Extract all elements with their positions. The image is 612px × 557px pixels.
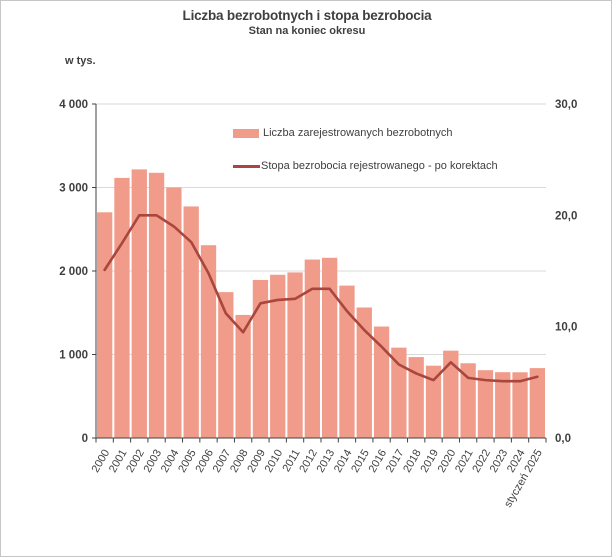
unemployed-bar (218, 292, 234, 438)
unemployed-bar (97, 212, 113, 438)
unemployed-bar (443, 350, 459, 438)
unemployed-bar (200, 245, 217, 438)
legend-label-line: Stopa bezrobocia rejestrowanego - po kor… (261, 160, 498, 172)
unemployed-bar (166, 187, 182, 438)
unemployed-bar (408, 357, 424, 438)
unemployed-bar (356, 307, 372, 438)
legend-item-bars: Liczba zarejestrowanych bezrobotnych (233, 124, 553, 142)
rate-line (103, 214, 539, 383)
left-axis-tick-label: 2 000 (59, 266, 88, 278)
line-series-swatch (233, 164, 260, 168)
unemployed-bar (287, 272, 303, 438)
left-axis-tick-label: 1 000 (59, 350, 88, 362)
unemployed-bar (529, 368, 545, 438)
legend-label-bars: Liczba zarejestrowanych bezrobotnych (263, 127, 453, 139)
left-axis-tick-label: 3 000 (59, 183, 88, 195)
unemployed-bar (512, 372, 528, 438)
unemployed-bar (270, 274, 286, 438)
unemployed-bar (235, 314, 251, 438)
chart-title: Liczba bezrobotnych i stopa bezrobocia (182, 8, 432, 23)
left-axis-tick-label: 4 000 (59, 99, 88, 111)
right-axis-tick-label: 0,0 (555, 433, 571, 445)
right-axis-tick-label: 30,0 (555, 99, 577, 111)
unemployed-bar (495, 372, 511, 438)
unemployed-bar (339, 285, 355, 438)
x-axis-category-label: 2010 (263, 448, 286, 475)
right-axis-tick-label: 20,0 (555, 210, 577, 222)
unemployed-bar (425, 365, 442, 438)
unemployed-bar (460, 363, 476, 438)
legend: Liczba zarejestrowanych bezrobotnych Sto… (233, 124, 553, 175)
unemployed-bar (322, 257, 338, 438)
unemployed-bar (252, 279, 269, 438)
left-axis-tick-label: 0 (82, 433, 88, 445)
unemployed-bar (304, 259, 320, 438)
unemployed-bar (114, 177, 130, 438)
unemployed-bar (373, 326, 390, 438)
bar-series-swatch (233, 128, 259, 138)
unemployed-bar (183, 206, 199, 438)
left-axis-unit-label: w tys. (65, 55, 96, 67)
unemployed-bar (477, 370, 494, 438)
legend-item-line: Stopa bezrobocia rejestrowanego - po kor… (233, 157, 553, 175)
unemployed-bar (148, 172, 165, 439)
right-axis-tick-label: 10,0 (555, 322, 577, 334)
unemployed-bar (131, 169, 147, 438)
chart-subtitle: Stan na koniec okresu (248, 25, 366, 37)
unemployed-bar (391, 347, 407, 438)
